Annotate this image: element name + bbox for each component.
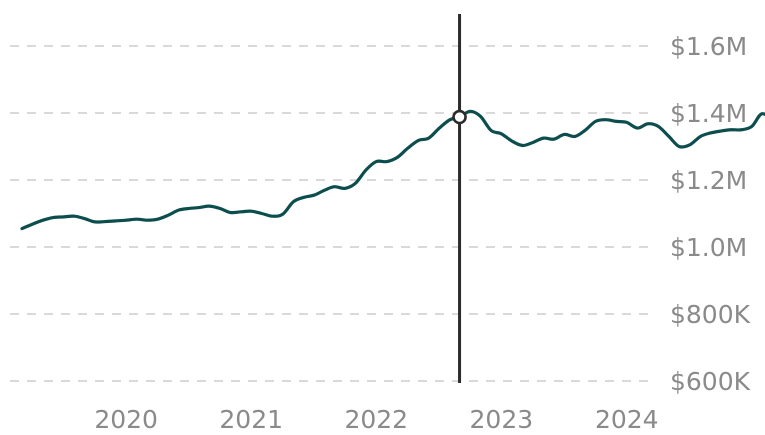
x-tick-label: 2022	[344, 405, 408, 434]
series-line	[20, 109, 765, 231]
y-tick-label: $1.4M	[670, 99, 747, 128]
y-tick-label: $1.6M	[670, 32, 747, 61]
x-tick-label: 2021	[219, 405, 283, 434]
x-tick-label: 2023	[470, 405, 534, 434]
series-layer	[20, 109, 765, 231]
x-tick-label: 2020	[94, 405, 158, 434]
x-tick-label: 2024	[595, 405, 659, 434]
y-tick-label: $1.2M	[670, 166, 747, 195]
y-tick-label: $600K	[670, 367, 751, 396]
hover-cursor	[452, 14, 467, 383]
y-tick-label: $1.0M	[670, 233, 747, 262]
cursor-point[interactable]	[452, 109, 467, 125]
x-axis-labels: 2020 2021 2022 2023 2024	[94, 405, 658, 434]
y-axis-labels: $600K $800K $1.0M $1.2M $1.4M $1.6M	[670, 32, 751, 396]
y-tick-label: $800K	[670, 300, 751, 329]
gridlines	[10, 45, 648, 382]
